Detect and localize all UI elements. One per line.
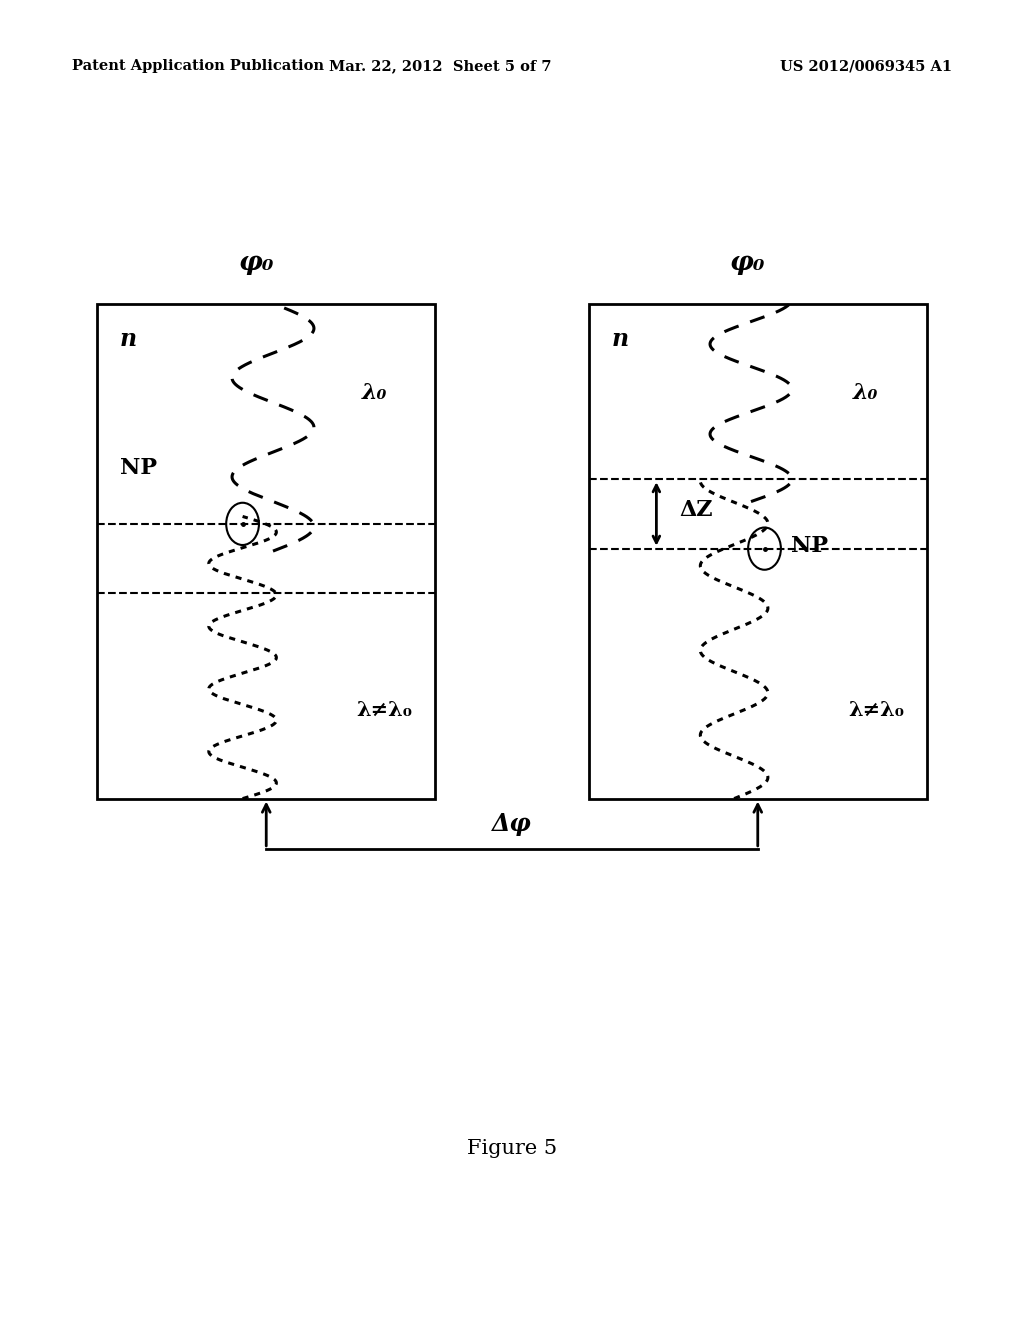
Text: λ≠λ₀: λ≠λ₀ <box>356 700 413 719</box>
Text: n: n <box>120 327 137 351</box>
Text: US 2012/0069345 A1: US 2012/0069345 A1 <box>780 59 952 73</box>
Text: NP: NP <box>792 535 828 557</box>
Text: NP: NP <box>120 457 157 479</box>
Bar <box>97 304 435 799</box>
Text: ΔZ: ΔZ <box>679 499 713 521</box>
Text: λ≠λ₀: λ≠λ₀ <box>848 700 904 719</box>
Text: Patent Application Publication: Patent Application Publication <box>72 59 324 73</box>
Text: λ₀: λ₀ <box>361 381 387 404</box>
Text: n: n <box>611 327 629 351</box>
Text: φ₀: φ₀ <box>730 249 765 275</box>
Text: Mar. 22, 2012  Sheet 5 of 7: Mar. 22, 2012 Sheet 5 of 7 <box>329 59 552 73</box>
Bar <box>589 304 927 799</box>
Text: Δφ: Δφ <box>493 812 531 836</box>
Text: λ₀: λ₀ <box>853 381 879 404</box>
Text: Figure 5: Figure 5 <box>467 1139 557 1158</box>
Text: φ₀: φ₀ <box>239 249 273 275</box>
